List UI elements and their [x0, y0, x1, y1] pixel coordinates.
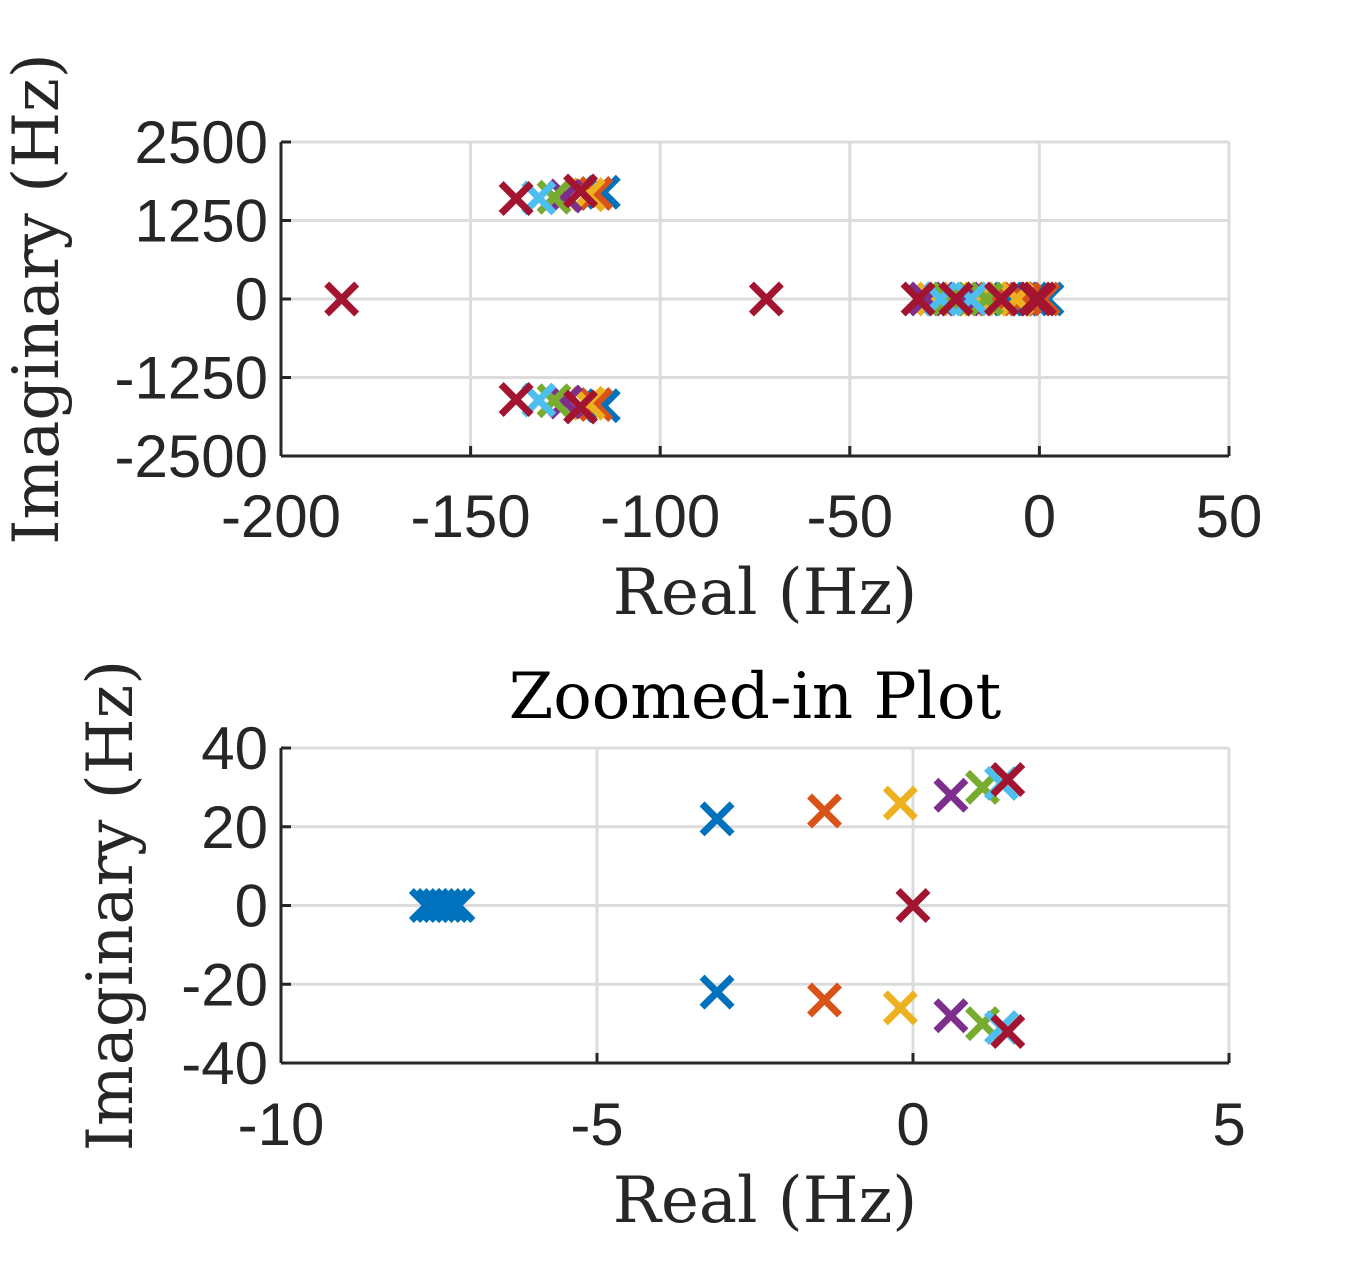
pole-marker	[882, 785, 918, 821]
y-tick-label: -1250	[115, 345, 268, 412]
y-tick-label: 0	[235, 873, 268, 940]
pole-marker-stroke	[965, 1006, 1000, 1042]
pole-marker-stroke	[933, 998, 969, 1034]
x-tick-label: 0	[896, 1091, 929, 1158]
pole-marker	[933, 777, 969, 813]
y-tick-label: 2500	[135, 109, 268, 176]
pole-marker-stroke	[578, 176, 614, 211]
pole-marker	[434, 888, 470, 923]
y-tick-label: 20	[201, 794, 268, 861]
series-6	[324, 173, 1057, 425]
pole-marker	[882, 990, 918, 1026]
y-tick-label: 0	[235, 266, 268, 333]
x-axis-label: Real (Hz)	[613, 1164, 918, 1238]
series-6	[895, 762, 1026, 1049]
pole-marker-stroke	[498, 382, 534, 417]
x-tick-label: -150	[411, 483, 531, 550]
pole-marker-stroke	[536, 383, 572, 419]
pole-marker	[563, 173, 599, 209]
pole-marker-stroke	[990, 762, 1026, 797]
x-tick-label: -5	[570, 1091, 623, 1158]
pole-marker	[427, 888, 463, 923]
pole-marker-stroke	[699, 801, 735, 837]
pole-marker-stroke	[807, 793, 842, 829]
pole-marker-stroke	[882, 990, 918, 1026]
pole-marker	[563, 389, 599, 425]
pole-marker	[1021, 281, 1057, 317]
series-2	[882, 785, 918, 1026]
pole-plot-full: -200 -150 -100 -50 0 50 -2500 -1250 0 1250 2500 Rea…	[0, 53, 1262, 630]
pole-marker	[699, 974, 735, 1010]
pole-marker	[807, 793, 842, 829]
pole-marker	[938, 281, 974, 317]
x-tick-label: -50	[806, 483, 893, 550]
pole-marker-stroke	[427, 888, 463, 923]
pole-marker-stroke	[748, 281, 784, 317]
pole-marker	[498, 181, 534, 216]
pole-marker	[900, 281, 936, 317]
y-tick-label: 1250	[135, 188, 268, 255]
pole-marker-stroke	[699, 974, 735, 1010]
pole-marker	[440, 888, 476, 923]
pole-marker-stroke	[563, 173, 599, 209]
series-0	[408, 801, 735, 1010]
pole-marker-stroke	[900, 281, 936, 317]
pole-marker-stroke	[933, 777, 969, 813]
y-tick-label: -20	[181, 951, 268, 1018]
y-tick-label: -2500	[115, 423, 268, 490]
pole-marker-stroke	[895, 888, 931, 923]
pole-marker	[324, 281, 360, 317]
pole-marker-stroke	[440, 888, 476, 923]
pole-marker	[984, 281, 1019, 317]
pole-marker-stroke	[498, 181, 534, 216]
y-axis-label: Imaginary (Hz)	[74, 660, 148, 1152]
pole-marker	[807, 982, 842, 1018]
x-tick-label: 5	[1212, 1091, 1245, 1158]
series-1	[807, 793, 842, 1018]
pole-marker-stroke	[324, 281, 360, 317]
x-tick-label: 50	[1196, 483, 1263, 550]
pole-marker	[699, 801, 735, 837]
pole-marker-stroke	[563, 389, 599, 425]
pole-marker	[748, 281, 784, 317]
pole-marker-stroke	[938, 281, 974, 317]
pole-marker-stroke	[984, 281, 1019, 317]
series-3	[933, 777, 969, 1034]
y-tick-label: 40	[201, 715, 268, 782]
pole-marker-stroke	[1021, 281, 1057, 317]
pole-marker	[933, 998, 969, 1034]
pole-marker	[990, 1014, 1026, 1049]
pole-marker-stroke	[434, 888, 470, 923]
x-tick-label: -100	[600, 483, 720, 550]
chart-title: Zoomed-in Plot	[509, 660, 1002, 734]
x-tick-label: 0	[1023, 483, 1056, 550]
pole-plot-zoomed: -10 -5 0 5 -40 -20 0 20 40 Real (Hz) Imaginary (Hz…	[74, 660, 1246, 1238]
pole-marker-stroke	[990, 1014, 1026, 1049]
y-tick-label: -40	[181, 1030, 268, 1097]
x-tick-label: -200	[221, 483, 341, 550]
y-axis-label: Imaginary (Hz)	[0, 53, 74, 545]
pole-marker	[895, 888, 931, 923]
pole-marker	[498, 382, 534, 417]
pole-marker	[990, 762, 1026, 797]
pole-marker-stroke	[807, 982, 842, 1018]
x-axis-label: Real (Hz)	[613, 556, 918, 630]
pole-marker-stroke	[882, 785, 918, 821]
x-tick-label: -10	[238, 1091, 325, 1158]
